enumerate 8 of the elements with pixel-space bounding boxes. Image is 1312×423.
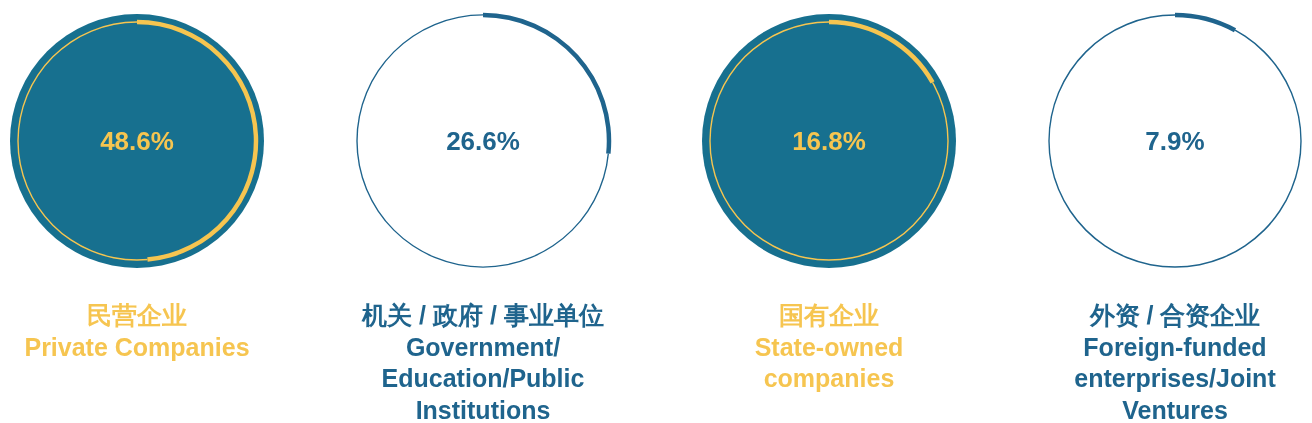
title: 国有企业 State-owned companies bbox=[754, 301, 904, 392]
annotation: 26.6% bbox=[446, 126, 520, 156]
annotation: 7.9% bbox=[1145, 126, 1205, 156]
title: 外资 / 合资企业 Foreign-funded enterprises/Joint Ventures bbox=[1074, 301, 1276, 423]
annotation: 16.8% bbox=[792, 126, 866, 156]
title: 民营企业 Private Companies bbox=[24, 301, 250, 361]
title: 机关 / 政府 / 事业单位 Government/ Education/Public Institutions bbox=[362, 301, 604, 423]
annotation: 48.6% bbox=[100, 126, 174, 156]
